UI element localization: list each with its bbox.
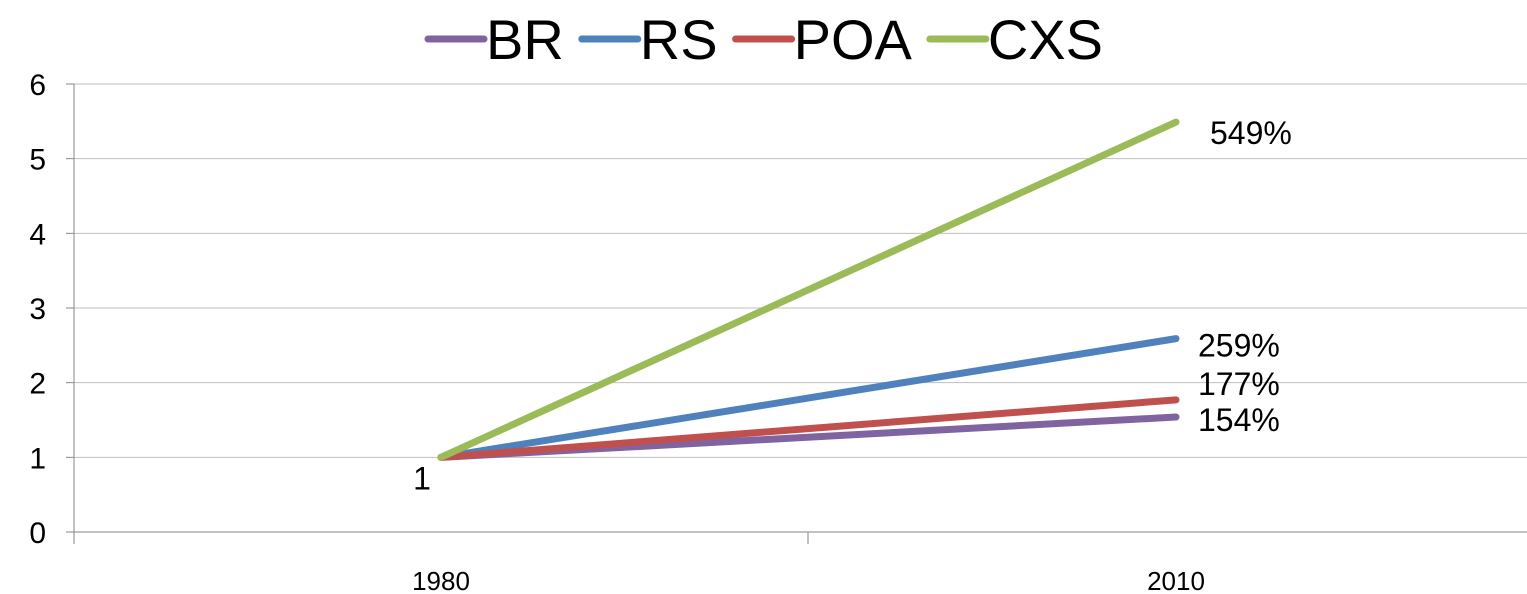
y-tick-label-6: 6 — [29, 69, 46, 102]
series-line-cxs — [437, 118, 1180, 461]
y-axis-ticks: 0 1 2 3 4 5 6 — [29, 69, 74, 550]
y-tick-label-5: 5 — [29, 144, 46, 177]
legend-label-poa: POA — [794, 8, 913, 71]
y-tick-label-2: 2 — [29, 368, 46, 401]
legend-label-cxs: CXS — [988, 8, 1103, 71]
series-line-poa — [437, 396, 1180, 461]
series-line-rs — [437, 335, 1180, 461]
legend-label-rs: RS — [640, 8, 718, 71]
legend-label-br: BR — [486, 8, 564, 71]
x-tick-label-2010: 2010 — [1147, 566, 1205, 594]
y-tick-label-1: 1 — [29, 442, 46, 475]
y-tick-label-3: 3 — [29, 293, 46, 326]
data-label-poa-2010: 177% — [1198, 366, 1280, 402]
data-label-cxs-2010: 549% — [1210, 115, 1292, 151]
y-tick-label-4: 4 — [29, 218, 46, 251]
x-tick-label-1980: 1980 — [412, 566, 470, 594]
data-labels: 1 549% 259%177%154% — [413, 115, 1292, 496]
data-label-br-2010: 154% — [1198, 402, 1280, 438]
data-label-rs-2010: 259% — [1198, 328, 1280, 364]
y-tick-label-0: 0 — [29, 517, 46, 550]
x-axis-ticks: 1980 2010 — [73, 532, 1205, 594]
series-lines — [437, 118, 1180, 461]
data-label-cxs-1980: 1 — [413, 460, 431, 496]
gridlines — [74, 83, 1527, 458]
legend: BR RS POA CXS — [424, 8, 1103, 71]
